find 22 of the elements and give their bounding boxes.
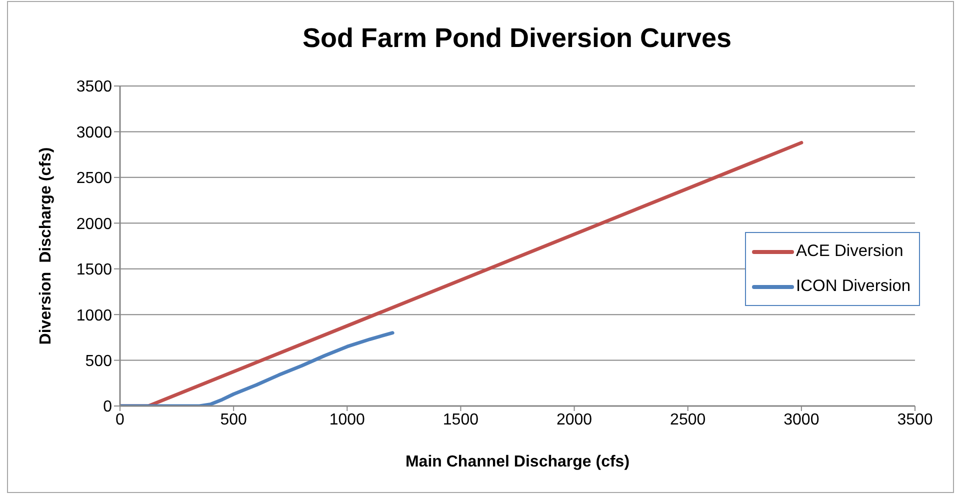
line-series <box>120 331 394 406</box>
y-tick-label: 2500 <box>76 170 112 188</box>
y-tick-label: 3000 <box>76 124 112 142</box>
y-axis-title: Diversion Discharge (cfs) <box>38 147 54 345</box>
y-tick-label: 500 <box>85 352 112 370</box>
x-tick-label: 1500 <box>442 411 479 428</box>
legend-label: ACE Diversion <box>796 242 904 261</box>
x-tick-label: 1000 <box>329 411 366 428</box>
y-tick-label: 1000 <box>76 307 112 324</box>
x-tick-label: 2000 <box>556 411 592 428</box>
y-tick-label: 1500 <box>76 262 112 279</box>
x-axis-title: Main Channel Discharge (cfs) <box>405 454 630 470</box>
x-tick-label: 2500 <box>670 411 706 428</box>
legend-label: ICON Diversion <box>796 277 911 296</box>
x-tick-label: 0 <box>116 411 125 428</box>
y-tick-label: 2000 <box>76 216 112 233</box>
x-tick-label: 3000 <box>784 411 820 428</box>
x-tick-label: 500 <box>220 411 248 428</box>
x-tick-label: 3500 <box>897 411 933 428</box>
y-tick-label: 3500 <box>76 78 112 96</box>
chart-title: Sod Farm Pond Diversion Curves <box>301 23 733 54</box>
y-tick-label: 0 <box>103 398 112 416</box>
